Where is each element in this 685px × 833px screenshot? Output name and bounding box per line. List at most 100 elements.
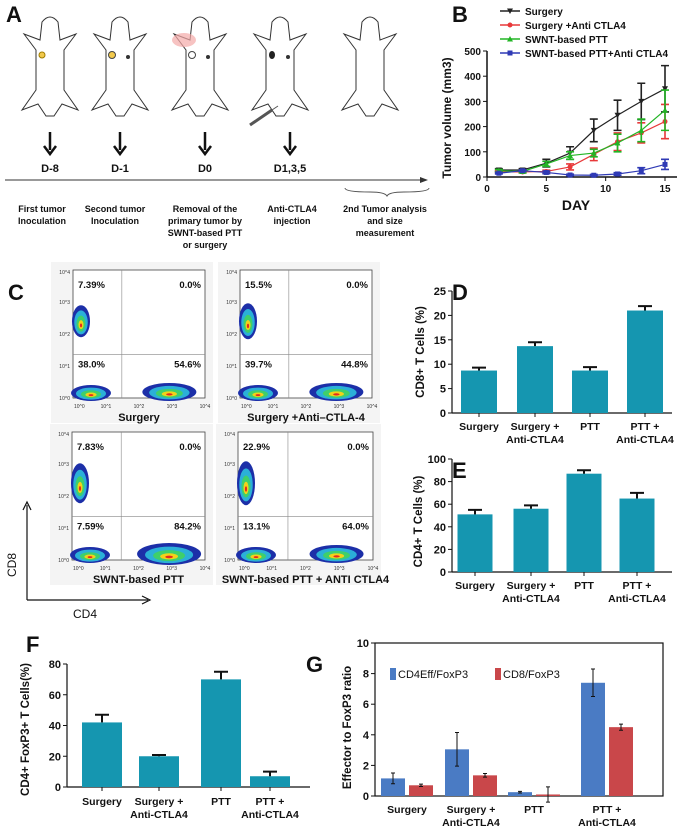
bar [627,310,663,413]
error-bar [468,508,482,515]
bar [508,792,532,796]
y-axis-label: Tumor volume (mm3) [440,57,454,178]
x-tick-label: 10^3 [334,404,345,410]
error-bar [95,713,109,723]
category-label: PTT [211,796,231,808]
x-tick-label: 10 [600,184,612,195]
category-label: Anti-CTLA4 [502,593,560,605]
error-bar [577,469,591,474]
y-tick-label: 100 [464,148,481,159]
panel-letter-E: E [452,458,467,483]
y-tick-label: 10^3 [224,462,235,468]
bar [381,778,405,796]
bar [517,346,553,413]
data-point [638,127,645,133]
panel-letter-C: C [8,280,24,305]
quadrant-percent: 0.0% [179,280,201,291]
x-tick-label: 10^3 [167,404,178,410]
flow-panel-title: SWNT-based PTT [93,574,184,586]
flow-panel-title: SWNT-based PTT + ANTI CTLA4 [222,574,390,586]
category-label: Surgery [455,580,495,592]
y-tick-label: 200 [464,123,481,134]
legend-label: CD8/FoxP3 [503,669,560,681]
data-point [662,107,668,113]
y-tick-label: 10^1 [59,364,70,370]
mouse-illustration [249,16,310,127]
category-label: Anti-CTLA4 [130,809,188,821]
y-tick-label: 10^3 [59,300,70,306]
density-contour [88,394,94,397]
category-label: PTT + [631,421,660,433]
y-tick-label: 40 [49,721,61,733]
y-tick-label: 10^2 [224,494,235,500]
x-tick-label: 10^2 [300,566,311,572]
x-tick-label: 10^1 [268,404,279,410]
y-tick-label: 10^4 [59,270,70,276]
timeline-step-label: Second tumor [85,204,146,214]
y-tick-label: 20 [434,310,446,322]
y-tick-label: 10^0 [58,558,69,564]
mouse-illustration [90,16,150,117]
bar [82,722,122,787]
y-tick-label: 10^4 [224,432,235,438]
flow-panel-title: Surgery [118,412,160,424]
data-point [662,86,668,92]
error-bar [524,504,538,509]
data-point [567,152,574,159]
error-bar [518,790,522,794]
x-tick-label: 5 [544,184,550,195]
data-point [638,98,645,105]
data-point [614,112,621,119]
panel-letter-B: B [452,2,468,27]
density-contour [253,556,259,559]
category-label: Surgery [459,421,499,433]
y-tick-label: 0 [55,782,61,794]
category-label: Surgery + [507,580,556,592]
y-tick-label: 80 [434,477,446,489]
error-bar [630,491,644,499]
down-arrow-icon [43,145,57,157]
data-point [662,161,668,167]
category-label: Anti-CTLA4 [506,434,564,446]
timeline-arrowhead [420,177,428,183]
flow-y-axis-label: CD8 [5,553,19,577]
quadrant-percent: 7.83% [77,442,104,453]
legend-swatch [390,668,396,680]
category-label: PTT + [593,804,622,816]
y-tick-label: 5 [440,384,446,396]
data-point [520,168,526,174]
y-tick-label: 10 [434,359,446,371]
timeline-day-label: D1,3,5 [274,163,306,175]
legend-swatch [495,668,501,680]
data-point [590,150,597,156]
error-bar [583,366,597,371]
timeline-step-label: 2nd Tumor analysis [343,204,427,214]
y-tick-label: 10^0 [226,396,237,402]
x-tick-label: 10^2 [301,404,312,410]
bar [609,727,633,796]
bar [572,370,608,413]
y-tick-label: 25 [434,286,446,298]
x-tick-label: 15 [659,184,671,195]
data-point [590,127,597,134]
bar [619,498,655,572]
x-tick-label: 10^0 [241,404,252,410]
density-contour [79,323,83,328]
bar [566,473,602,572]
timeline-step-label: Removal of the [173,204,238,214]
y-tick-label: 8 [363,669,369,681]
timeline-step-label: measurement [356,228,415,238]
data-point [567,164,573,170]
error-bar [619,723,623,731]
y-tick-label: 20 [434,544,446,556]
y-tick-label: 60 [49,690,61,702]
error-bar [472,366,486,371]
y-axis-label: Effector to FoxP3 ratio [342,666,354,789]
quadrant-percent: 54.6% [174,359,201,370]
density-contour [87,556,93,559]
bar [461,370,497,413]
bar [513,508,549,572]
data-point [638,168,644,174]
error-bar [483,773,487,778]
timeline-step-label: Inoculation [18,216,66,226]
